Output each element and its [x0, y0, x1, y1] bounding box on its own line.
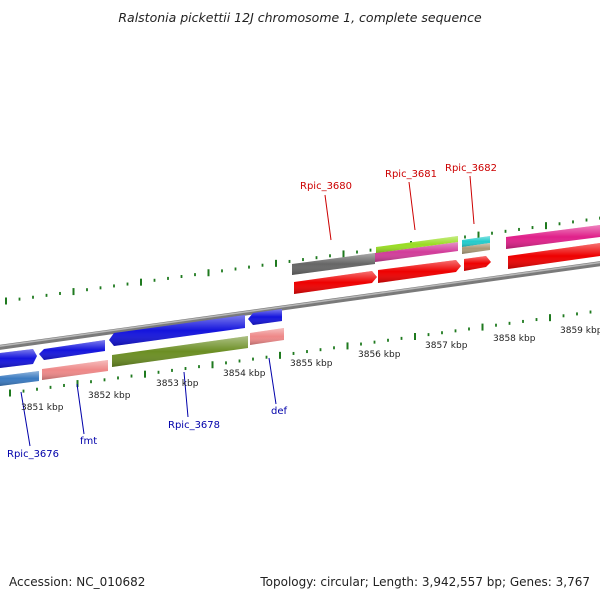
- genome-backbone-highlight: [0, 261, 600, 347]
- accession-text: Accession: NC_010682: [9, 575, 146, 589]
- feature-shading: [508, 243, 600, 269]
- feature-shading: [506, 225, 600, 249]
- map-title: Ralstonia pickettii 12J chromosome 1, co…: [118, 10, 482, 25]
- feature-shading: [248, 309, 282, 325]
- genome-stats-text: Topology: circular; Length: 3,942,557 bp…: [260, 575, 590, 589]
- leader-def: [268, 357, 277, 405]
- scale-label-3853: 3853 kbp: [156, 379, 199, 389]
- feature-shading: [462, 243, 490, 254]
- leader-rpic-3676: [20, 391, 31, 447]
- feature-shading: [375, 242, 458, 262]
- feature-shading: [112, 336, 248, 367]
- leader-rpic-3678: [183, 371, 189, 418]
- scale-label-3859: 3859 kbp: [560, 326, 600, 336]
- gene-label-fmt[interactable]: fmt: [80, 436, 97, 447]
- tick-row-lower: [9, 310, 592, 397]
- feature-shading: [376, 236, 458, 253]
- feature-shading: [250, 328, 284, 345]
- feature-shading: [378, 260, 461, 283]
- scale-label-3854: 3854 kbp: [223, 369, 266, 379]
- leader-rpic-3682: [469, 175, 475, 225]
- scale-label-3857: 3857 kbp: [425, 341, 468, 351]
- feature-shading: [39, 340, 105, 360]
- leader-fmt: [76, 383, 85, 435]
- feature-shading: [294, 271, 377, 294]
- feature-shading: [0, 349, 37, 368]
- scale-label-3852: 3852 kbp: [88, 391, 131, 401]
- feature-shading: [464, 256, 491, 271]
- tick-row-upper: [5, 216, 600, 305]
- gene-label-rpic-3682[interactable]: Rpic_3682: [445, 163, 497, 174]
- scale-label-3856: 3856 kbp: [358, 350, 401, 360]
- feature-shading: [0, 371, 39, 386]
- gene-label-rpic-3676[interactable]: Rpic_3676: [7, 449, 59, 460]
- feature-shading: [462, 236, 490, 247]
- gene-label-def[interactable]: def: [271, 406, 288, 417]
- scale-label-3855: 3855 kbp: [290, 359, 333, 369]
- leader-rpic-3681: [408, 181, 416, 231]
- gene-label-leaders: [20, 175, 475, 447]
- feature-shading: [109, 315, 245, 346]
- feature-shading: [42, 360, 108, 380]
- gene-label-rpic-3680[interactable]: Rpic_3680: [300, 181, 352, 192]
- gene-label-rpic-3678[interactable]: Rpic_3678: [168, 420, 220, 431]
- leader-rpic-3680: [324, 194, 332, 241]
- scale-label-3858: 3858 kbp: [493, 334, 536, 344]
- gene-label-rpic-3681[interactable]: Rpic_3681: [385, 169, 437, 180]
- scale-label-3851: 3851 kbp: [21, 403, 64, 413]
- feature-shading: [292, 253, 375, 275]
- genome-backbone: [0, 261, 600, 350]
